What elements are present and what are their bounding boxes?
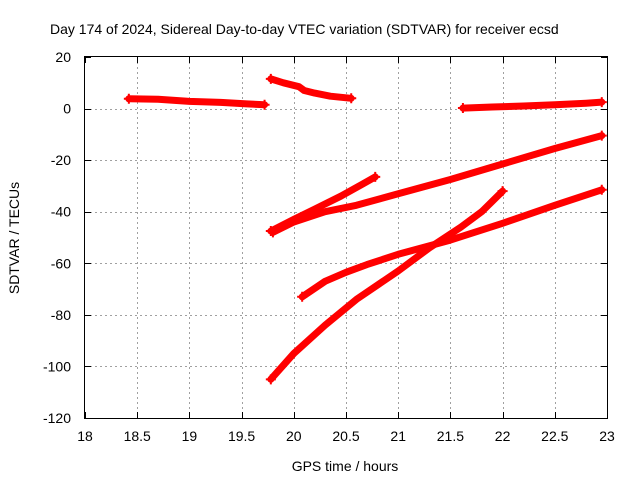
x-tick-label: 20.5 (332, 428, 359, 444)
series-point (457, 103, 468, 114)
y-axis-label: SDTVAR / TECUs (6, 182, 22, 294)
y-tick-label: -20 (51, 152, 71, 168)
x-tick-label: 22 (495, 428, 511, 444)
plot-frame (84, 56, 608, 419)
x-tick-label: 22.5 (541, 428, 568, 444)
series-point (596, 130, 607, 141)
chart-title: Day 174 of 2024, Sidereal Day-to-day VTE… (50, 21, 559, 37)
y-tick-label: -120 (43, 410, 71, 426)
series-arc-6 (298, 186, 606, 301)
x-tick-label: 19.5 (228, 428, 255, 444)
series-point (297, 291, 308, 302)
series-arc-1 (125, 95, 269, 109)
y-tick-label: -40 (51, 204, 71, 220)
series-arc-4 (269, 132, 606, 236)
x-tick-label: 18.5 (124, 428, 151, 444)
x-tick-label: 20 (286, 428, 302, 444)
x-axis-label: GPS time / hours (292, 458, 399, 474)
series-point (123, 93, 134, 104)
y-tick-label: -80 (51, 307, 71, 323)
x-tick-label: 18 (77, 428, 93, 444)
series-point (265, 374, 276, 385)
series-arc-2 (267, 75, 355, 102)
series-point (265, 73, 276, 84)
series-point (596, 97, 607, 108)
x-tick-label: 23 (599, 428, 615, 444)
series-arc-5 (267, 173, 379, 235)
x-axis: 18 18.5 19 19.5 20 20.5 21 21.5 22 22.5 23 (77, 57, 615, 444)
series-point (497, 186, 508, 197)
grid (85, 57, 607, 418)
x-tick-label: 19 (182, 428, 198, 444)
x-tick-label: 21 (390, 428, 406, 444)
y-tick-label: 0 (63, 101, 71, 117)
series-point (265, 226, 276, 237)
series-point (346, 93, 357, 104)
y-tick-label: -60 (51, 255, 71, 271)
series-point (596, 184, 607, 195)
y-tick-label: -100 (43, 358, 71, 374)
data-series (123, 73, 607, 385)
series-point (259, 99, 270, 110)
series-arc-3 (459, 98, 606, 112)
y-tick-label: 20 (55, 49, 71, 65)
x-tick-label: 21.5 (437, 428, 464, 444)
series-arc-7 (267, 187, 507, 383)
y-axis: 20 0 -20 -40 -60 -80 -100 -120 (43, 49, 607, 426)
series-point (370, 171, 381, 182)
